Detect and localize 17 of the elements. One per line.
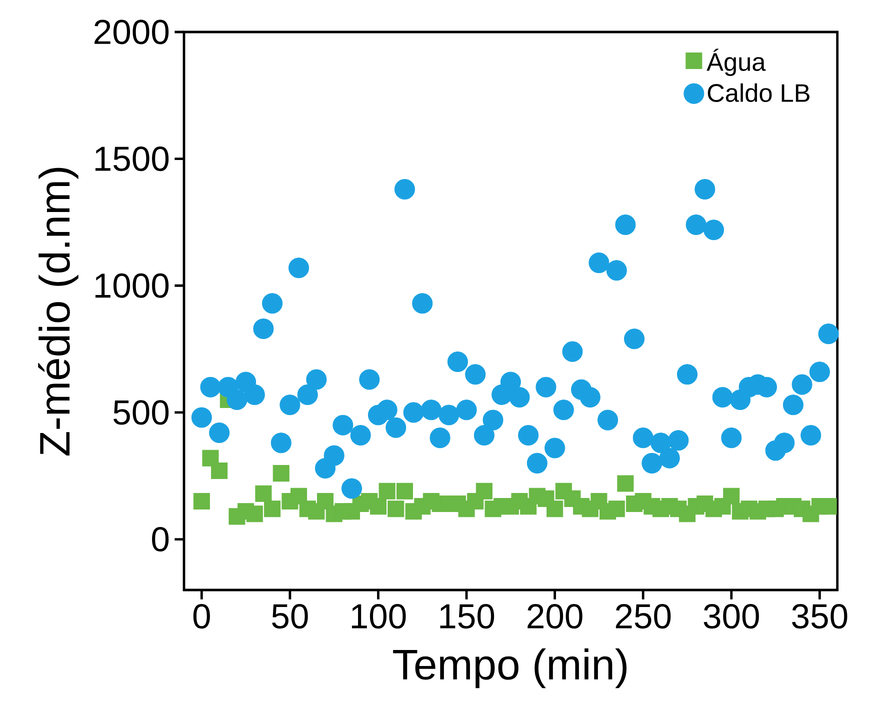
x-tick-label: 350 (792, 604, 848, 629)
y-tick-label: 1500 (95, 146, 169, 172)
legend-label: Caldo LB (708, 83, 810, 102)
x-axis-title: Tempo (min) (393, 648, 626, 688)
y-tick-label: 2000 (94, 20, 169, 44)
legend-label: Água (706, 48, 766, 76)
x-tick-label: 100 (352, 604, 406, 629)
x-tick-label: 50 (272, 604, 308, 629)
y-axis-title: Z-médio (d.nm) (38, 168, 78, 456)
x-tick-label: 300 (704, 604, 759, 629)
x-tick-label: 200 (528, 604, 582, 629)
x-tick-label: 0 (193, 604, 210, 629)
y-tick-label: 500 (113, 400, 169, 425)
y-tick-label: 0 (152, 526, 169, 552)
x-tick-label: 150 (440, 604, 494, 629)
x-tick-label: 250 (616, 604, 671, 629)
y-tick-label: 1000 (95, 273, 169, 298)
